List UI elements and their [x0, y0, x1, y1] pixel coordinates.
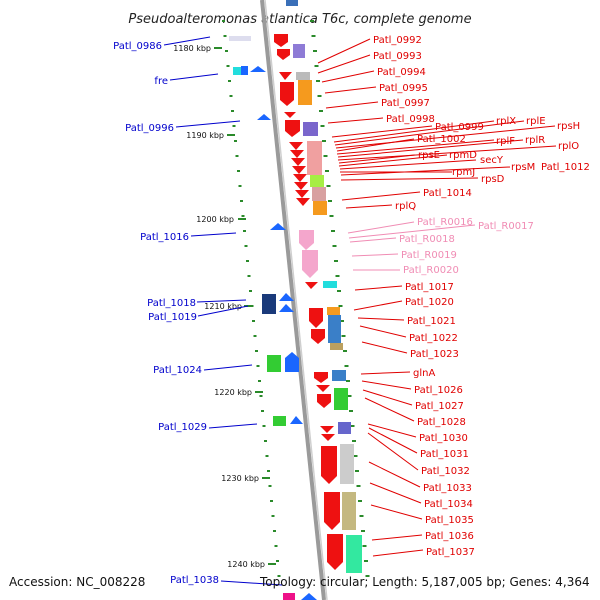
gene-label: Patl_1026: [414, 385, 463, 396]
scale-label-1180: 1180 kbp: [173, 44, 211, 53]
gene-label: Patl_R0017: [478, 221, 534, 232]
gene-label: Patl_1035: [425, 515, 474, 526]
gene-label: Patl_R0020: [403, 265, 459, 276]
gene-label: Patl_1036: [425, 531, 474, 542]
gene-label: Patl_1024: [153, 365, 202, 376]
gene-label: rplQ: [395, 201, 416, 212]
gene-label: Patl_1012: [541, 162, 590, 173]
gene-label: rplO: [558, 141, 579, 152]
gene-label: rplE: [526, 116, 546, 127]
gene-label: rplF: [496, 136, 515, 147]
gene-label: Patl_1017: [405, 282, 454, 293]
gene-label: Patl_R0019: [401, 250, 457, 261]
gene-label: Patl_1029: [158, 422, 207, 433]
topology-text: Topology: circular; Length: 5,187,005 bp…: [259, 575, 590, 589]
gene-label: Patl_1037: [426, 547, 475, 558]
gene-label: Patl_0997: [381, 98, 430, 109]
gene-label: Patl_0993: [373, 51, 422, 62]
gene-label: rplR: [525, 135, 545, 146]
gene-label: Patl_1014: [423, 188, 472, 199]
gene-label: Patl_1018: [147, 298, 196, 309]
gene-label: Patl_1033: [423, 483, 472, 494]
gene-label: glnA: [413, 368, 435, 379]
gene-label: Patl_1028: [417, 417, 466, 428]
gene-label: fre: [154, 76, 168, 87]
scale-label-1190: 1190 kbp: [186, 131, 224, 140]
forward-gene-labels: Patl_0992 Patl_0993 Patl_0994 Patl_0995 …: [373, 35, 590, 558]
gene-label: Patl_1023: [410, 349, 459, 360]
gene-label: Patl_1022: [409, 333, 458, 344]
scale-label-1200: 1200 kbp: [196, 215, 234, 224]
gene-label: rpsM: [511, 162, 535, 173]
scale-ruler: 1180 kbp 1190 kbp 1200 kbp 1210 kbp 1220…: [173, 44, 276, 569]
map-title: Pseudoalteromonas atlantica T6c, complet…: [128, 12, 471, 27]
gene-label: Patl_1002: [417, 134, 466, 145]
gene-label: Patl_1038: [170, 575, 219, 586]
accession-text: Accession: NC_008228: [9, 575, 145, 589]
gene-label: Patl_0998: [386, 114, 435, 125]
gene-label: rpmD: [449, 150, 477, 161]
scale-label-1240: 1240 kbp: [227, 560, 265, 569]
forward-genes: [274, 0, 362, 573]
reverse-dot-track: [222, 20, 281, 577]
gene-label: Patl_1030: [419, 433, 468, 444]
scale-label-1210: 1210 kbp: [204, 302, 242, 311]
reverse-genes: [229, 36, 317, 600]
gene-label: rpsD: [481, 174, 505, 185]
gene-label: Patl_0999: [435, 122, 484, 133]
gene-label: Patl_0996: [125, 123, 174, 134]
gene-label: secY: [480, 155, 504, 166]
gene-label: Patl_R0016: [417, 217, 473, 228]
gene-label: Patl_R0018: [399, 234, 455, 245]
gene-label: Patl_0994: [377, 67, 426, 78]
gene-label: Patl_0995: [379, 83, 428, 94]
gene-label: Patl_1027: [415, 401, 464, 412]
gene-label: Patl_1019: [148, 312, 197, 323]
scale-label-1230: 1230 kbp: [221, 474, 259, 483]
gene-label: Patl_0992: [373, 35, 422, 46]
gene-label: Patl_1031: [420, 449, 469, 460]
gene-label: Patl_1016: [140, 232, 189, 243]
gene-label: rpsE: [418, 150, 440, 161]
gene-label: Patl_0986: [113, 41, 162, 52]
gene-label: rpsH: [557, 121, 580, 132]
gene-label: rplX: [496, 116, 516, 127]
gene-label: Patl_1021: [407, 316, 456, 327]
gene-label: Patl_1032: [421, 466, 470, 477]
forward-dot-track: [310, 20, 370, 577]
reverse-gene-labels: Patl_0986 fre Patl_0996 Patl_1016 Patl_1…: [113, 41, 219, 586]
gene-label: Patl_1020: [405, 297, 454, 308]
scale-label-1220: 1220 kbp: [214, 388, 252, 397]
leader-lines: [163, 36, 557, 586]
gene-label: Patl_1034: [424, 499, 473, 510]
gene-label: rpmJ: [452, 167, 475, 178]
